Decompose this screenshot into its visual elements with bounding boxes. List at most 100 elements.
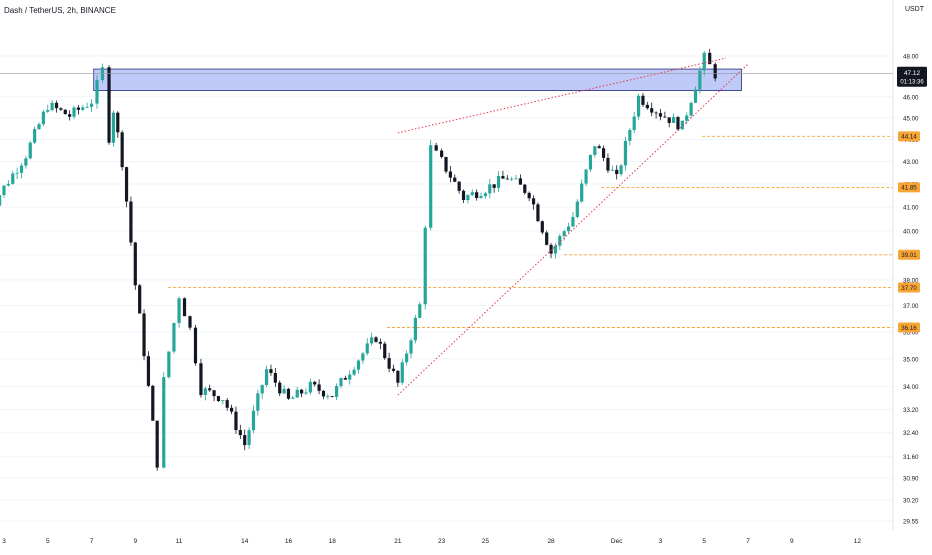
key-level-label: 41.85 [901,185,917,192]
candle-body [606,157,610,171]
candle-body [698,70,702,90]
current-price-label: 47.12 [904,70,920,77]
time-axis[interactable]: 3 5 7 9 11 14 16 18 21 23 25 28 Dec 3 5 7 9 12 [2,538,861,545]
candle-body [11,173,15,184]
candle-body [313,381,317,385]
time-tick-label: 7 [90,538,94,545]
candle-body [483,193,488,197]
candle-body [514,178,518,180]
candle-body [120,132,124,168]
candle-body [654,112,658,114]
candle-body [295,389,299,398]
candle-body [549,244,553,254]
time-tick-label: 12 [854,538,862,545]
candle-body [488,184,492,194]
candle-body [615,169,619,175]
price-tick-label: 38.00 [903,277,919,284]
time-tick-label: 23 [438,538,446,545]
time-tick-label: 11 [176,538,183,545]
candle-body [24,158,28,166]
candle-body [348,374,352,380]
candle-body [212,390,216,397]
candle-body [440,150,444,157]
candle-body [571,216,575,227]
candle-body [689,102,693,116]
time-tick-label: 25 [482,538,490,545]
candle-body [133,242,137,286]
candle-body [387,358,391,369]
candle-body [575,201,579,217]
candle-body [72,107,76,117]
candle-body [531,198,536,205]
candle-body [199,363,203,396]
candle-body [672,117,676,123]
candle-body [584,169,588,184]
candle-body [2,185,6,196]
candle-body [308,381,312,393]
candle-body [188,316,192,328]
price-tick-label: 37.00 [903,303,919,310]
candle-body [536,204,540,222]
key-level-badge [898,282,920,293]
candle-body [365,343,369,354]
time-tick-label: 3 [659,538,663,545]
candle-body [85,106,89,108]
candle-body [247,430,251,446]
key-levels-layer [168,135,893,328]
candle-body [693,89,698,103]
price-tick-label: 34.00 [903,384,919,391]
candle-body [129,201,133,243]
price-tick-label: 41.00 [903,205,919,212]
candle-body [562,231,566,237]
candle-body [466,195,470,200]
candle-body [142,313,146,357]
price-tick-label: 45.00 [903,115,919,122]
key-level-badge [898,249,920,260]
candle-body [429,145,433,228]
candle-body [321,390,326,397]
candle-body [378,341,382,344]
candle-body [251,410,256,431]
candle-body [423,227,427,305]
candle-body [256,393,260,411]
time-tick-label: 3 [2,538,6,545]
price-tick-label: 30.90 [903,476,919,483]
candle-body [545,232,549,245]
price-tick-label: 46.00 [903,94,919,101]
time-tick-label: 21 [394,538,402,545]
candle-body [41,111,45,125]
candle-body [229,407,234,412]
candle-body [501,176,505,179]
candle-body [50,102,54,111]
candle-body [269,369,273,374]
candle-body [177,298,181,324]
candle-body [566,226,571,232]
quote-currency-label: USDT [904,6,924,13]
candle-body [361,353,365,361]
candle-body [59,108,63,110]
bar-countdown-label: 01:13:36 [900,80,924,86]
price-tick-label: 33.20 [903,407,919,414]
candle-body [28,142,32,159]
resistance-zone-layer [93,68,742,91]
candle-body [162,377,166,468]
price-axis[interactable]: 48.0046.0045.0044.0043.0042.0041.0040.00… [892,0,927,530]
time-tick-label: 9 [790,538,794,545]
candle-body [146,356,151,386]
candle-body [264,369,269,385]
candle-body [510,178,514,180]
price-tick-label: 29.55 [903,519,919,526]
time-tick-label: 16 [285,538,293,545]
price-tick-label: 36.00 [903,329,919,336]
candle-body [68,114,72,117]
candle-body [409,340,413,354]
candle-body [413,317,417,341]
price-tick-label: 40.00 [903,228,919,235]
candle-body [225,400,229,408]
candle-body [326,396,330,398]
candle-body [216,396,221,401]
grid [0,55,893,522]
candle-body [518,178,523,185]
